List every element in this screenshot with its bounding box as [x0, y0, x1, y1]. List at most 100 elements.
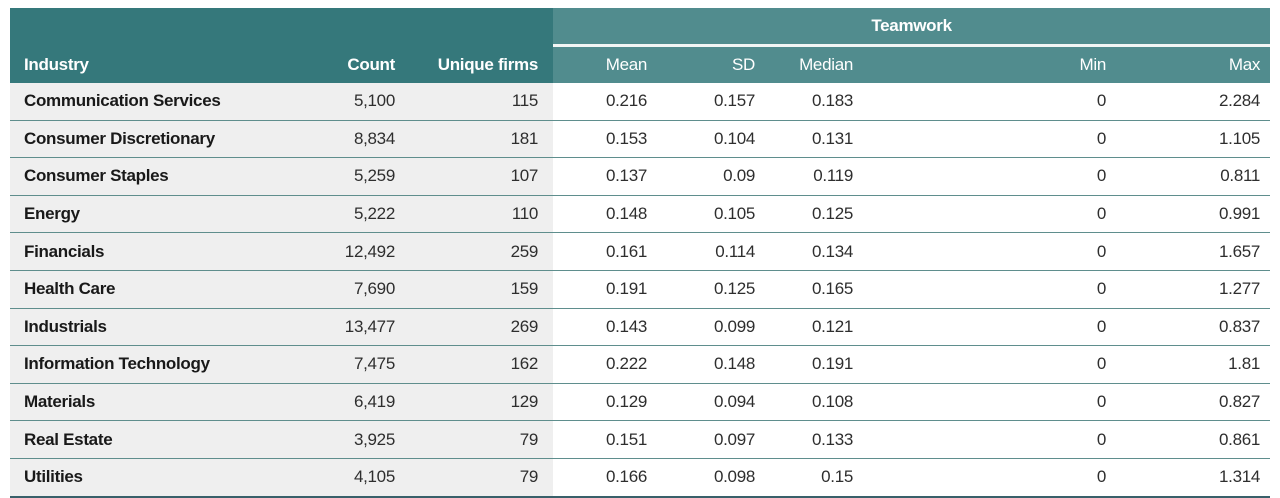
cell-industry: Materials: [10, 383, 300, 422]
cell-mean: 0.153: [553, 120, 658, 159]
cell-max: 1.277: [1116, 270, 1271, 309]
cell-sd: 0.105: [657, 195, 766, 234]
col-header-median: Median: [765, 45, 864, 83]
cell-sd: 0.114: [657, 232, 766, 271]
cell-min: 0: [863, 383, 1117, 422]
cell-count: 13,477: [300, 308, 405, 347]
cell-count: 5,259: [300, 157, 405, 196]
col-header-min: Min: [863, 45, 1117, 83]
group-header-row: Teamwork: [10, 8, 1271, 47]
cell-max: 2.284: [1116, 83, 1271, 121]
cell-min: 0: [863, 345, 1117, 384]
cell-count: 5,222: [300, 195, 405, 234]
cell-max: 1.105: [1116, 120, 1271, 159]
cell-median: 0.183: [765, 83, 864, 121]
cell-unique-firms: 79: [405, 420, 554, 459]
cell-median: 0.15: [765, 458, 864, 498]
cell-min: 0: [863, 83, 1117, 121]
col-header-mean: Mean: [553, 45, 658, 83]
summary-statistics-table-container: Teamwork Industry Count Unique firms Mea…: [10, 8, 1271, 498]
cell-max: 0.827: [1116, 383, 1271, 422]
cell-min: 0: [863, 120, 1117, 159]
table-header: Teamwork Industry Count Unique firms Mea…: [10, 8, 1271, 83]
industry-teamwork-table: Teamwork Industry Count Unique firms Mea…: [10, 8, 1271, 498]
table-row: Consumer Staples 5,259 107 0.137 0.09 0.119 0 0…: [10, 157, 1271, 196]
cell-sd: 0.094: [657, 383, 766, 422]
cell-median: 0.108: [765, 383, 864, 422]
cell-mean: 0.129: [553, 383, 658, 422]
cell-count: 5,100: [300, 83, 405, 121]
cell-min: 0: [863, 232, 1117, 271]
cell-mean: 0.151: [553, 420, 658, 459]
cell-min: 0: [863, 270, 1117, 309]
cell-median: 0.134: [765, 232, 864, 271]
cell-min: 0: [863, 308, 1117, 347]
cell-max: 1.314: [1116, 458, 1271, 498]
cell-unique-firms: 259: [405, 232, 554, 271]
cell-unique-firms: 159: [405, 270, 554, 309]
table-row: Utilities 4,105 79 0.166 0.098 0.15 0 1.314: [10, 458, 1271, 498]
cell-count: 7,690: [300, 270, 405, 309]
table-row: Consumer Discretionary 8,834 181 0.153 0.104…: [10, 120, 1271, 159]
cell-sd: 0.097: [657, 420, 766, 459]
cell-count: 8,834: [300, 120, 405, 159]
table-body: Communication Services 5,100 115 0.216 0.157…: [10, 83, 1271, 498]
cell-max: 1.657: [1116, 232, 1271, 271]
cell-count: 4,105: [300, 458, 405, 498]
cell-industry: Industrials: [10, 308, 300, 347]
table-row: Industrials 13,477 269 0.143 0.099 0.121 0 0.83…: [10, 308, 1271, 347]
cell-count: 12,492: [300, 232, 405, 271]
cell-median: 0.191: [765, 345, 864, 384]
cell-max: 1.81: [1116, 345, 1271, 384]
cell-sd: 0.098: [657, 458, 766, 498]
cell-mean: 0.143: [553, 308, 658, 347]
cell-unique-firms: 110: [405, 195, 554, 234]
table-row: Financials 12,492 259 0.161 0.114 0.134 0 1.657: [10, 232, 1271, 271]
cell-mean: 0.161: [553, 232, 658, 271]
cell-mean: 0.137: [553, 157, 658, 196]
cell-max: 0.861: [1116, 420, 1271, 459]
cell-industry: Consumer Discretionary: [10, 120, 300, 159]
cell-median: 0.165: [765, 270, 864, 309]
cell-min: 0: [863, 420, 1117, 459]
cell-count: 7,475: [300, 345, 405, 384]
col-header-industry: Industry: [10, 45, 300, 83]
group-header-teamwork: Teamwork: [553, 8, 1271, 47]
cell-max: 0.991: [1116, 195, 1271, 234]
cell-industry: Financials: [10, 232, 300, 271]
cell-unique-firms: 181: [405, 120, 554, 159]
cell-industry: Real Estate: [10, 420, 300, 459]
col-header-unique-firms: Unique firms: [405, 45, 554, 83]
cell-median: 0.133: [765, 420, 864, 459]
table-row: Energy 5,222 110 0.148 0.105 0.125 0 0.991: [10, 195, 1271, 234]
cell-unique-firms: 107: [405, 157, 554, 196]
table-row: Information Technology 7,475 162 0.222 0.148…: [10, 345, 1271, 384]
cell-mean: 0.222: [553, 345, 658, 384]
column-header-row: Industry Count Unique firms Mean SD Medi…: [10, 45, 1271, 83]
cell-median: 0.121: [765, 308, 864, 347]
table-row: Real Estate 3,925 79 0.151 0.097 0.133 0 0.861: [10, 420, 1271, 459]
cell-unique-firms: 129: [405, 383, 554, 422]
col-header-count: Count: [300, 45, 405, 83]
col-header-max: Max: [1116, 45, 1271, 83]
cell-median: 0.119: [765, 157, 864, 196]
cell-unique-firms: 115: [405, 83, 554, 121]
cell-unique-firms: 79: [405, 458, 554, 498]
cell-sd: 0.157: [657, 83, 766, 121]
cell-count: 6,419: [300, 383, 405, 422]
cell-mean: 0.166: [553, 458, 658, 498]
cell-median: 0.131: [765, 120, 864, 159]
cell-max: 0.837: [1116, 308, 1271, 347]
col-header-sd: SD: [657, 45, 766, 83]
cell-median: 0.125: [765, 195, 864, 234]
cell-industry: Communication Services: [10, 83, 300, 121]
table-row: Communication Services 5,100 115 0.216 0.157…: [10, 83, 1271, 121]
cell-industry: Health Care: [10, 270, 300, 309]
cell-sd: 0.125: [657, 270, 766, 309]
cell-min: 0: [863, 195, 1117, 234]
cell-min: 0: [863, 458, 1117, 498]
cell-unique-firms: 269: [405, 308, 554, 347]
cell-industry: Consumer Staples: [10, 157, 300, 196]
cell-sd: 0.148: [657, 345, 766, 384]
cell-max: 0.811: [1116, 157, 1271, 196]
